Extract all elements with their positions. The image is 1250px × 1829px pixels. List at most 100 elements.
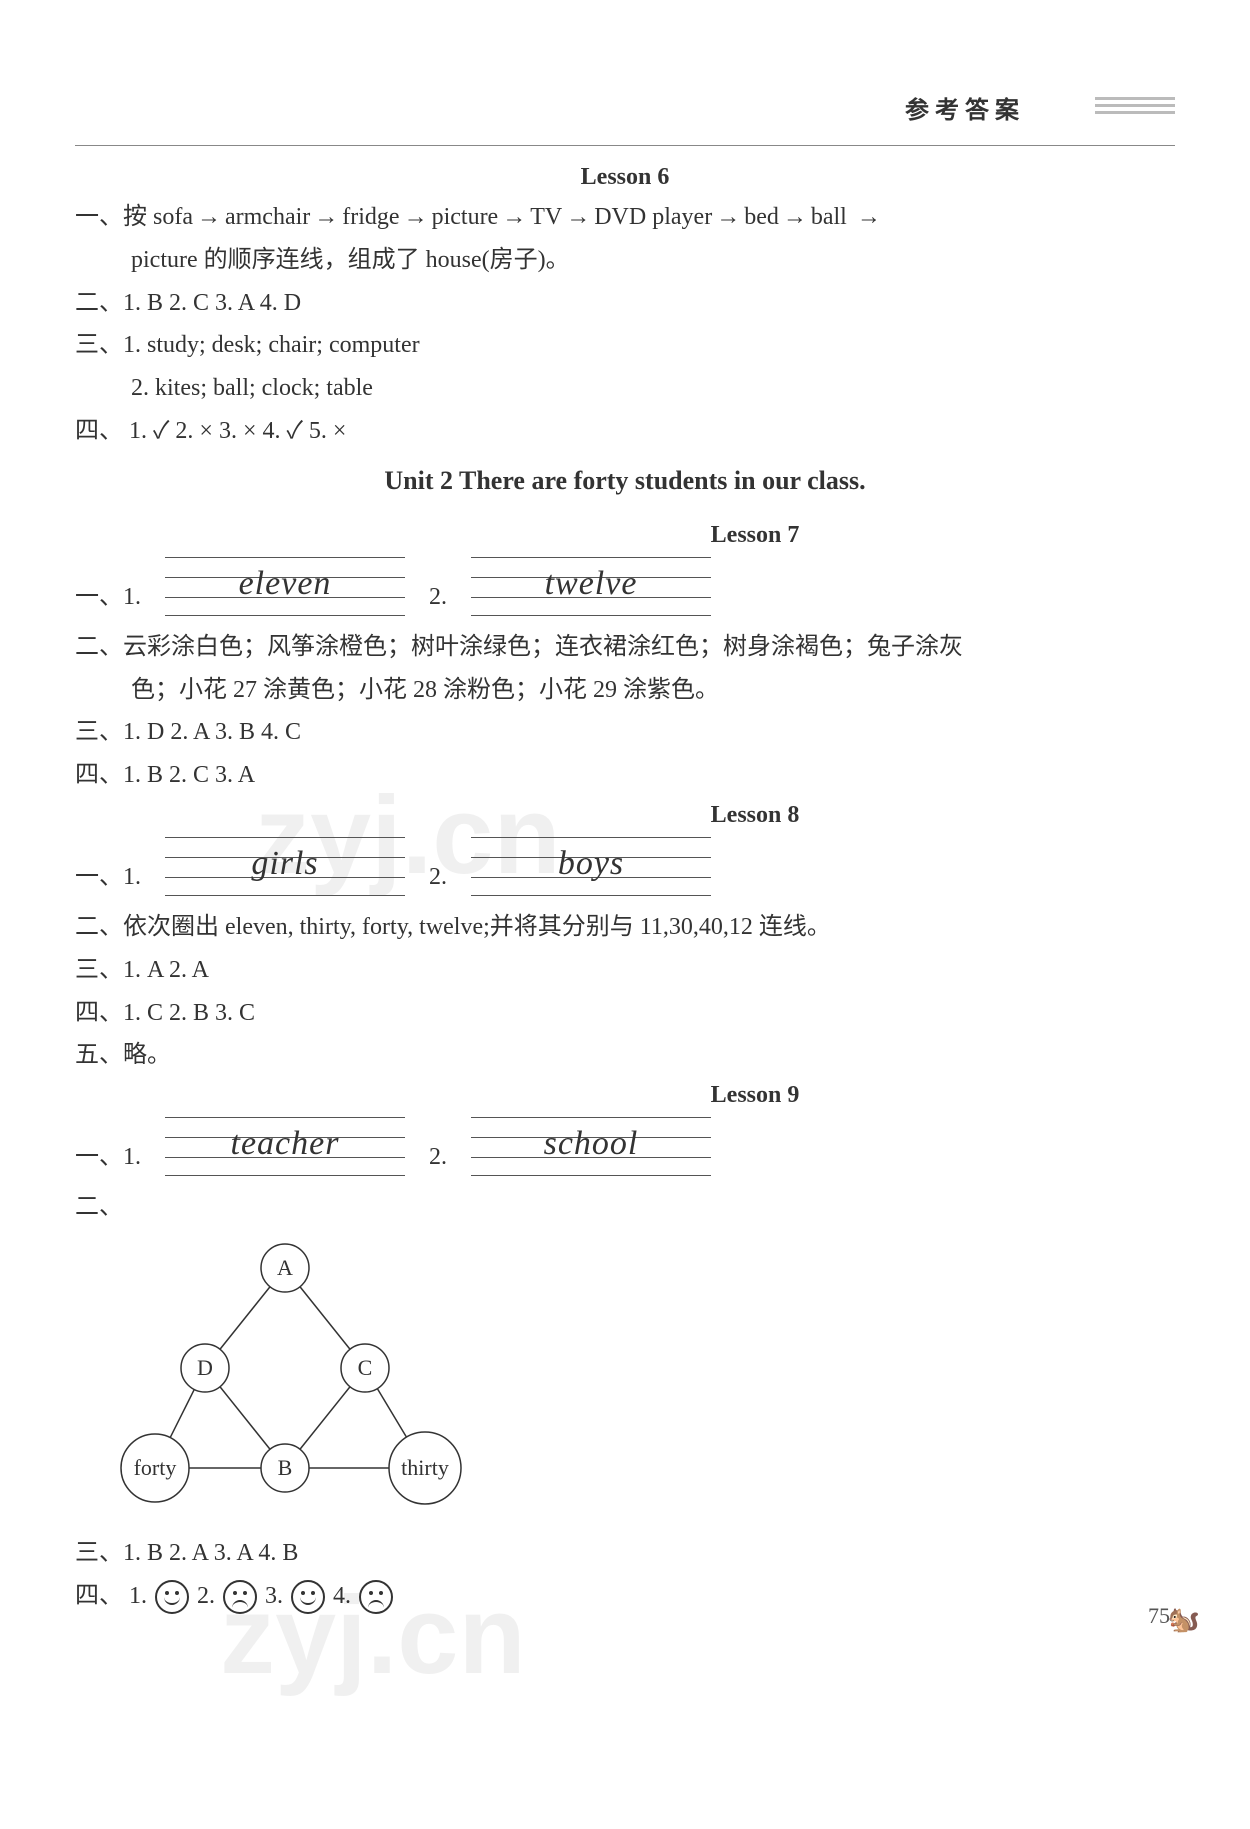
arrow-icon: → [716,197,740,238]
arrow-icon: → [197,197,221,238]
lesson6-q4: 四、 1. ✓ 2. × 3. × 4. ✓ 5. × [75,411,1175,452]
tree-node: A [261,1244,309,1292]
tree-node: B [261,1444,309,1492]
chain-word: DVD player [594,204,712,230]
tree-edge [170,1389,194,1437]
arrow-icon: → [502,197,526,238]
lesson8-title: Lesson 8 [335,802,1175,829]
footer-emoji-icon: 🐿️ [1168,1605,1200,1635]
check-icon: ✓ [153,418,175,444]
item-number: 1. [129,1583,153,1609]
item-number: 2. [197,1583,221,1609]
lesson9-hand1: teacher [165,1125,405,1163]
lesson9-tree-diagram: A D Cforty Bthirty [115,1238,1175,1523]
item-number: 3. [265,1583,289,1609]
lesson7-q2a: 二、云彩涂白色；风筝涂橙色；树叶涂绿色；连衣裙涂红色；树身涂褐色；兔子涂灰 [75,627,1175,668]
arrow-icon: → [404,197,428,238]
lesson6-q3a: 三、1. study; desk; chair; computer [75,325,1175,366]
item-number: 4. [263,418,287,444]
lesson8-q5: 五、略。 [75,1035,1175,1076]
lesson7-hand1: eleven [165,565,405,603]
lesson8-q1-num2: 2. [429,864,447,897]
tree-node: forty [121,1434,189,1502]
cross-icon: × [199,418,219,444]
lesson6-q4-lead: 四、 [75,418,123,444]
lesson9-q1-num2: 2. [429,1144,447,1177]
lesson7-q1-row: 一、1. eleven 2. twelve [75,557,1175,617]
cross-icon: × [333,418,347,444]
lesson7-title: Lesson 7 [335,522,1175,549]
arrow-icon: → [783,197,807,238]
lesson6-q1-lead: 一、按 [75,204,153,230]
tree-edge [300,1387,350,1450]
handwriting-slot: school [471,1117,711,1177]
lesson9-q3: 三、1. B 2. A 3. A 4. B [75,1533,1175,1574]
handwriting-slot: girls [165,837,405,897]
tree-node-label: D [197,1355,213,1380]
chain-word: ball [811,204,847,230]
arrow-icon: → [314,197,338,238]
handwriting-slot: twelve [471,557,711,617]
tree-edge [220,1387,270,1450]
chain-word: TV [530,204,562,230]
lesson8-q4: 四、1. C 2. B 3. C [75,993,1175,1034]
item-number: 1. [129,418,153,444]
lesson7-q2b: 色；小花 27 涂黄色；小花 28 涂粉色；小花 29 涂紫色。 [75,670,1175,711]
sad-face-icon [223,1580,257,1614]
lesson8-q2: 二、依次圈出 eleven, thirty, forty, twelve;并将其… [75,907,1175,948]
lesson9-q4: 四、 1. 2. 3. 4. [75,1576,1175,1617]
handwriting-slot: boys [471,837,711,897]
tree-node-label: C [358,1355,373,1380]
chain-word: picture [432,204,499,230]
tree-edge [377,1389,406,1438]
lesson8-hand1: girls [165,845,405,883]
lesson9-q1-lead: 一、1. [75,1136,141,1177]
header-title: 参考答案 [905,90,1025,125]
lesson7-q1-lead: 一、1. [75,576,141,617]
chain-word: fridge [342,204,399,230]
handwriting-slot: eleven [165,557,405,617]
lesson8-q3: 三、1. A 2. A [75,950,1175,991]
tree-node-label: forty [134,1455,177,1480]
page: 参考答案 Lesson 6 一、按 sofa → armchair → frid… [0,0,1250,1669]
lesson9-q2-lead: 二、 [75,1187,1175,1228]
sad-face-icon [359,1580,393,1614]
lesson6-q2: 二、1. B 2. C 3. A 4. D [75,283,1175,324]
chain-word: sofa [153,204,193,230]
lesson7-q4: 四、1. B 2. C 3. A [75,755,1175,796]
tree-node: thirty [389,1432,461,1504]
lesson9-title: Lesson 9 [335,1082,1175,1109]
tree-node-label: B [278,1455,293,1480]
lesson6-q4-items: 1. ✓ 2. × 3. × 4. ✓ 5. × [129,418,346,444]
lesson8-hand2: boys [471,845,711,883]
lesson6-q1: 一、按 sofa → armchair → fridge → picture →… [75,197,1175,238]
header-rule [75,145,1175,146]
lesson9-q4-faces: 1. 2. 3. 4. [129,1583,395,1609]
tree-svg: A D Cforty Bthirty [115,1238,495,1518]
handwriting-slot: teacher [165,1117,405,1177]
tree-edge [300,1287,350,1350]
happy-face-icon [155,1580,189,1614]
arrow-icon: → [857,197,881,238]
lesson9-hand2: school [471,1125,711,1163]
item-number: 2. [175,418,199,444]
lesson7-hand2: twelve [471,565,711,603]
tree-node-label: thirty [401,1455,449,1480]
lesson9-q1-row: 一、1. teacher 2. school [75,1117,1175,1177]
unit2-title: Unit 2 There are forty students in our c… [75,466,1175,496]
lesson8-q1-lead: 一、1. [75,856,141,897]
lesson9-q4-lead: 四、 [75,1583,123,1609]
lesson6-q1-cont: picture 的顺序连线，组成了 house(房子)。 [75,240,1175,281]
tree-node: D [181,1344,229,1392]
arrow-icon: → [566,197,590,238]
header: 参考答案 [75,90,1175,125]
tree-node-label: A [277,1255,293,1280]
chain-word: bed [744,204,779,230]
lesson6-title: Lesson 6 [75,164,1175,191]
check-icon: ✓ [287,418,309,444]
tree-edge [220,1287,270,1350]
chain-word: armchair [225,204,310,230]
lesson7-q1-num2: 2. [429,584,447,617]
item-number: 5. [309,418,333,444]
lesson8-q1-row: 一、1. girls 2. boys [75,837,1175,897]
